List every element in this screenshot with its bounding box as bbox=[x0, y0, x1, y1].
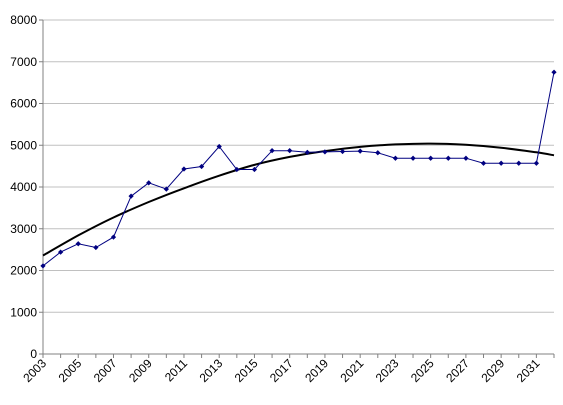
data-point bbox=[110, 234, 117, 240]
data-point bbox=[304, 149, 310, 155]
data-point bbox=[93, 244, 99, 251]
data-point bbox=[287, 148, 293, 154]
data-point bbox=[551, 69, 557, 75]
data-point bbox=[181, 166, 187, 172]
data-point bbox=[375, 150, 381, 156]
data-point bbox=[146, 180, 152, 186]
x-tick-label: 2015 bbox=[232, 356, 261, 385]
data-point bbox=[234, 166, 240, 173]
y-tick-label: 1000 bbox=[10, 305, 37, 319]
y-tick-label: 5000 bbox=[10, 138, 37, 152]
data-point bbox=[357, 148, 363, 154]
x-tick-label: 2009 bbox=[126, 356, 155, 385]
data-point bbox=[445, 155, 451, 161]
y-tick-label: 4000 bbox=[10, 180, 37, 194]
data-point bbox=[516, 160, 522, 166]
data-point bbox=[428, 155, 434, 161]
x-tick-label: 2031 bbox=[514, 356, 543, 385]
x-axis: 2003 2005 2007 2009 2011 2013 2015 2017 2019 2021… bbox=[20, 353, 555, 385]
gridlines bbox=[43, 19, 554, 313]
data-series bbox=[40, 69, 557, 269]
x-tick-label: 2025 bbox=[408, 356, 437, 385]
x-tick-label: 2003 bbox=[20, 356, 49, 385]
data-point bbox=[392, 155, 399, 161]
trendline bbox=[42, 142, 555, 257]
data-point bbox=[463, 155, 469, 161]
data-point bbox=[57, 249, 64, 255]
data-point bbox=[40, 263, 46, 269]
data-point bbox=[198, 163, 205, 170]
data-point bbox=[480, 160, 487, 166]
x-tick-label: 2027 bbox=[443, 356, 472, 385]
x-tick-label: 2011 bbox=[162, 356, 190, 384]
x-tick-label: 2023 bbox=[373, 356, 402, 385]
x-tick-label: 2007 bbox=[91, 356, 120, 385]
x-tick-label: 2017 bbox=[267, 356, 296, 385]
y-tick-label: 6000 bbox=[10, 97, 37, 111]
data-point bbox=[339, 148, 346, 155]
x-tick-label: 2005 bbox=[56, 356, 85, 385]
data-point bbox=[498, 160, 504, 166]
data-point bbox=[163, 186, 169, 192]
data-point bbox=[269, 148, 275, 154]
data-point bbox=[251, 166, 258, 173]
data-point bbox=[410, 155, 416, 161]
data-point bbox=[322, 149, 328, 155]
y-tick-label: 3000 bbox=[10, 222, 37, 236]
x-tick-label: 2013 bbox=[197, 356, 226, 385]
x-tick-label: 2021 bbox=[338, 356, 367, 385]
y-tick-label: 0 bbox=[30, 347, 37, 361]
series-line bbox=[42, 72, 555, 267]
data-point bbox=[128, 193, 134, 199]
y-axis: 0 1000 2000 3000 4000 5000 6000 7000 8000 bbox=[10, 13, 44, 361]
y-tick-label: 8000 bbox=[10, 13, 37, 27]
x-tick-label: 2019 bbox=[302, 356, 331, 385]
x-tick-label: 2029 bbox=[478, 356, 507, 385]
y-tick-label: 2000 bbox=[10, 264, 37, 278]
data-point bbox=[216, 143, 222, 150]
y-tick-label: 7000 bbox=[10, 55, 37, 69]
data-point bbox=[533, 160, 540, 166]
data-point bbox=[75, 241, 81, 247]
trendline-curve bbox=[42, 142, 555, 257]
